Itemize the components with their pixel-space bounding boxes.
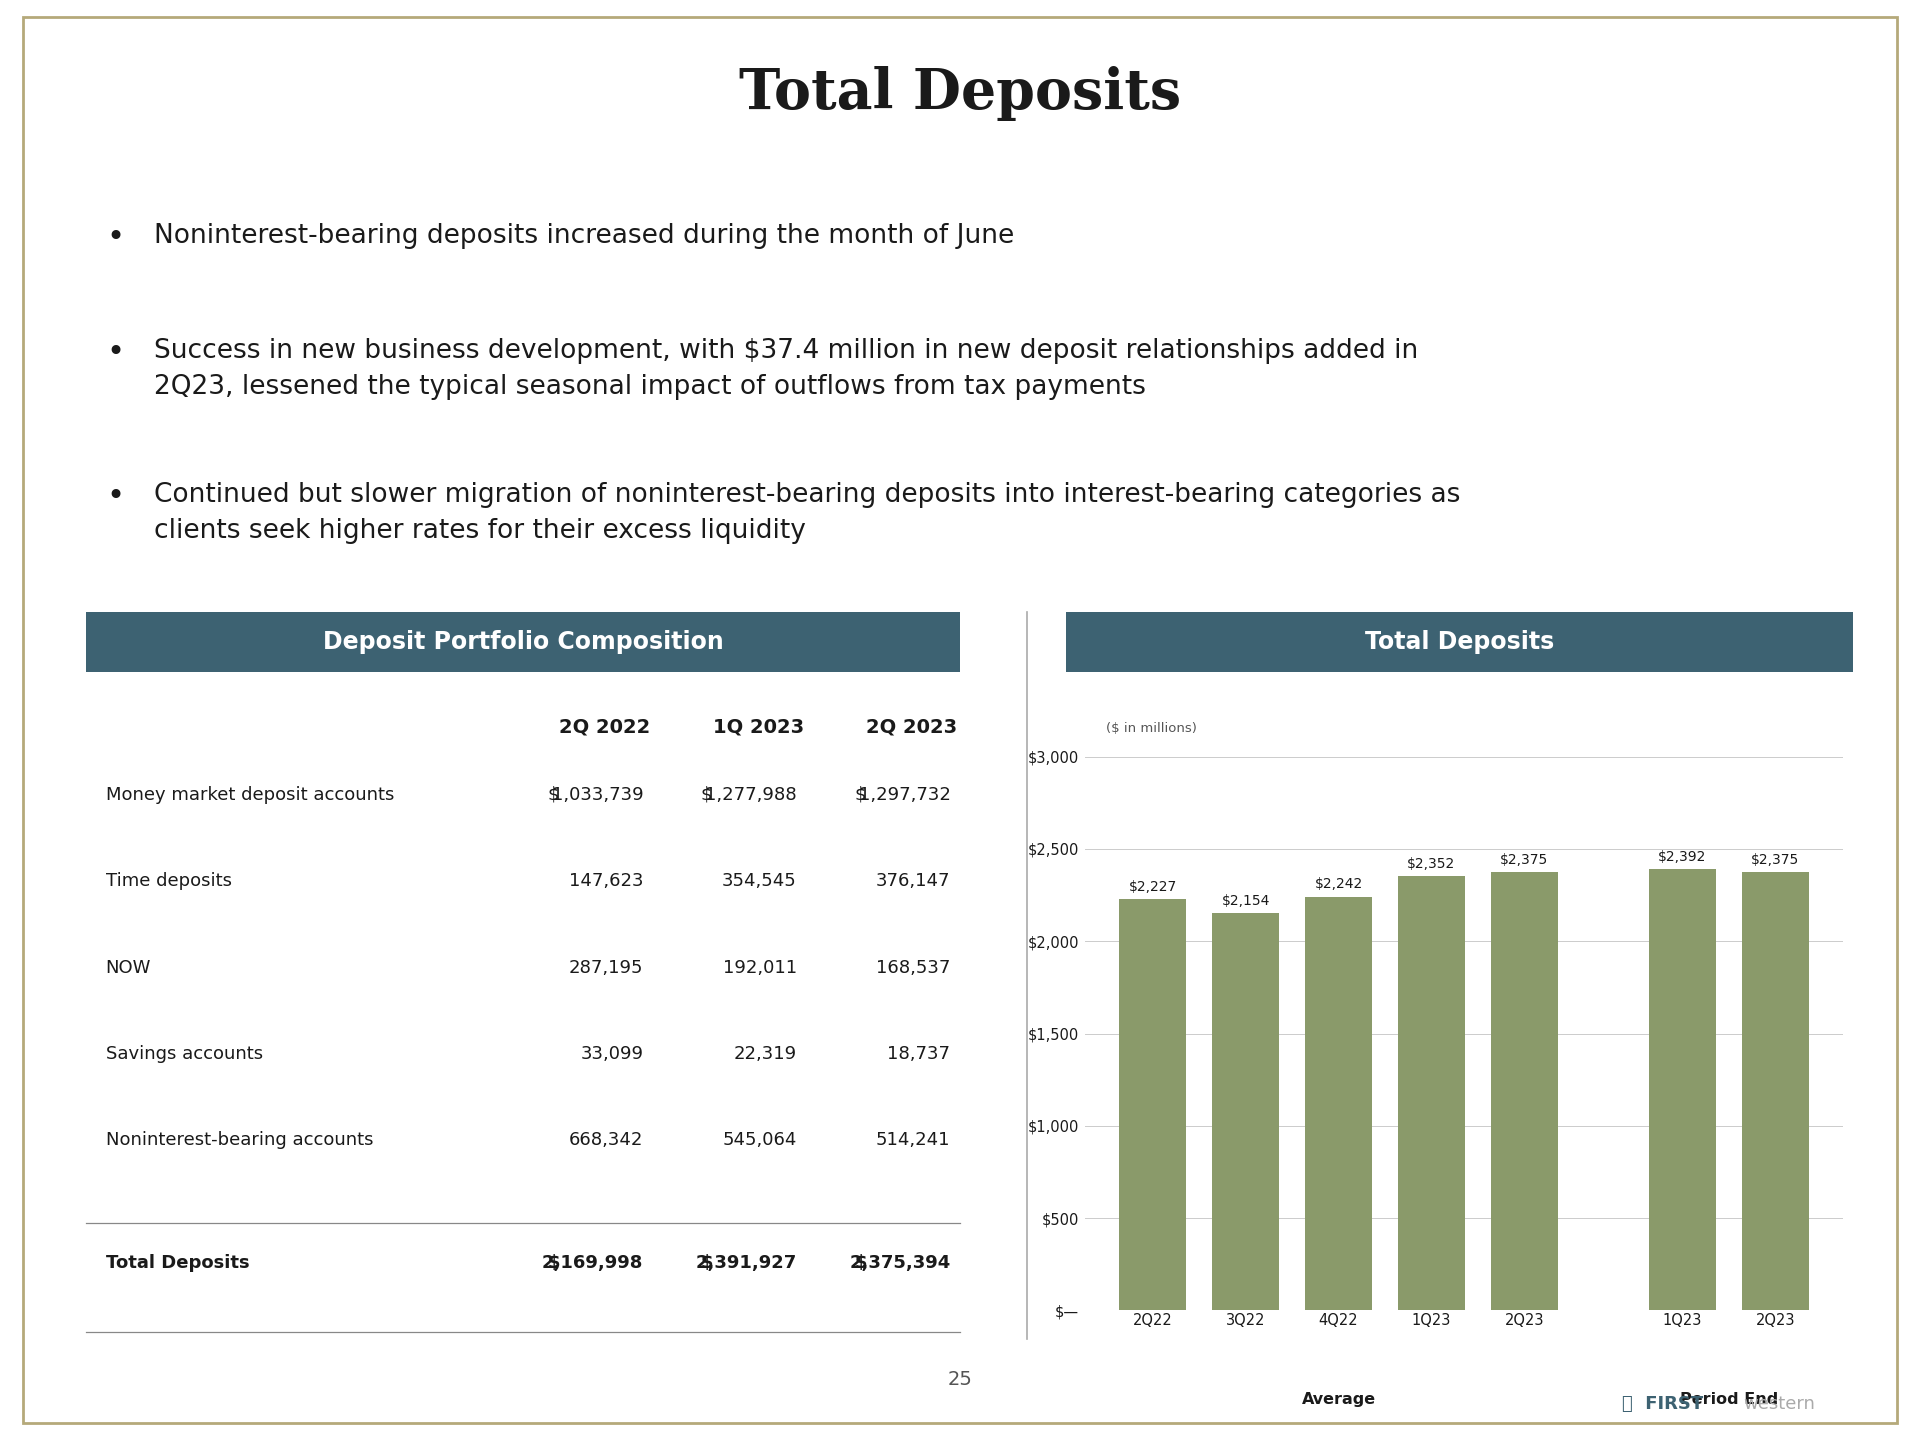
Text: $2,375: $2,375 [1500,852,1549,867]
Text: •: • [106,223,125,252]
Text: 168,537: 168,537 [876,959,950,976]
Text: Savings accounts: Savings accounts [106,1045,263,1063]
Text: 668,342: 668,342 [568,1132,643,1149]
Text: $2,242: $2,242 [1315,877,1363,891]
Text: 2,375,394: 2,375,394 [849,1254,950,1272]
Text: 545,064: 545,064 [722,1132,797,1149]
Text: Deposit Portfolio Composition: Deposit Portfolio Composition [323,631,724,654]
Text: Noninterest-bearing accounts: Noninterest-bearing accounts [106,1132,372,1149]
Text: •: • [106,338,125,367]
Text: 147,623: 147,623 [568,873,643,890]
Text: 514,241: 514,241 [876,1132,950,1149]
Text: 1,297,732: 1,297,732 [858,786,950,804]
Text: Time deposits: Time deposits [106,873,232,890]
Text: Total Deposits: Total Deposits [1365,631,1553,654]
Text: $2,392: $2,392 [1659,850,1707,864]
Text: ($ in millions): ($ in millions) [1106,723,1198,736]
Text: 1,033,739: 1,033,739 [551,786,643,804]
Text: 18,737: 18,737 [887,1045,950,1063]
Text: 376,147: 376,147 [876,873,950,890]
Text: 33,099: 33,099 [580,1045,643,1063]
Text: 2Q 2022: 2Q 2022 [559,717,651,737]
Text: $2,154: $2,154 [1221,894,1269,907]
Text: 287,195: 287,195 [568,959,643,976]
Text: $: $ [854,1254,868,1272]
Bar [1306,897,1373,1310]
Text: $2,352: $2,352 [1407,857,1455,871]
Text: $: $ [547,786,559,804]
Text: •: • [106,482,125,511]
Text: western: western [1743,1395,1814,1413]
Text: Noninterest-bearing deposits increased during the month of June: Noninterest-bearing deposits increased d… [154,223,1014,249]
Text: 22,319: 22,319 [733,1045,797,1063]
Text: $: $ [701,1254,714,1272]
Text: 1Q 2023: 1Q 2023 [712,717,804,737]
Text: 2,169,998: 2,169,998 [541,1254,643,1272]
Bar [1492,873,1557,1310]
Text: Money market deposit accounts: Money market deposit accounts [106,786,394,804]
Text: Continued but slower migration of noninterest-bearing deposits into interest-bea: Continued but slower migration of nonint… [154,482,1459,544]
Text: 1,277,988: 1,277,988 [705,786,797,804]
Bar [1119,900,1187,1310]
Text: 192,011: 192,011 [722,959,797,976]
Bar [1212,913,1279,1310]
Text: $: $ [854,786,866,804]
Text: 2Q 2023: 2Q 2023 [866,717,958,737]
Text: $2,227: $2,227 [1129,880,1177,894]
Text: $: $ [547,1254,561,1272]
Text: 25: 25 [948,1369,972,1390]
Text: Total Deposits: Total Deposits [106,1254,250,1272]
Text: 2,391,927: 2,391,927 [695,1254,797,1272]
Text: ⓦ  FIRST: ⓦ FIRST [1622,1395,1703,1413]
Text: $2,375: $2,375 [1751,852,1799,867]
Text: Success in new business development, with $37.4 million in new deposit relations: Success in new business development, wit… [154,338,1417,400]
Bar [1398,877,1465,1310]
Text: Average: Average [1302,1391,1375,1407]
Text: NOW: NOW [106,959,152,976]
Bar [1649,868,1716,1310]
Text: 354,545: 354,545 [722,873,797,890]
Text: Period End: Period End [1680,1391,1778,1407]
Bar [1741,873,1809,1310]
Text: $: $ [701,786,712,804]
Text: Total Deposits: Total Deposits [739,66,1181,121]
